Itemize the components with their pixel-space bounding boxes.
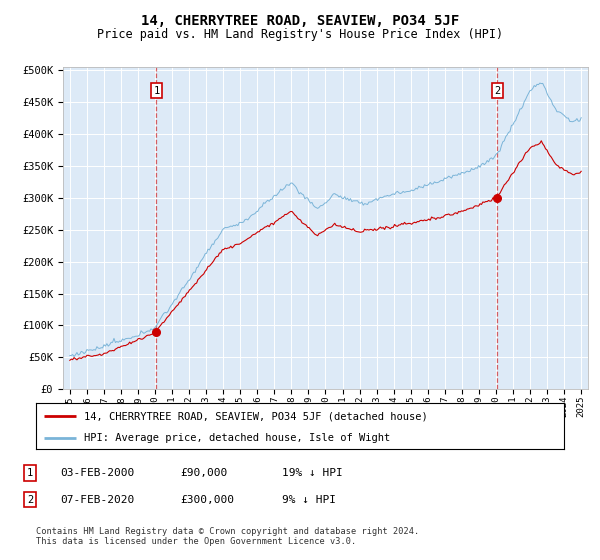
Text: 2: 2 <box>494 86 500 96</box>
Text: £90,000: £90,000 <box>180 468 227 478</box>
Text: £300,000: £300,000 <box>180 494 234 505</box>
Text: 14, CHERRYTREE ROAD, SEAVIEW, PO34 5JF: 14, CHERRYTREE ROAD, SEAVIEW, PO34 5JF <box>141 14 459 28</box>
Text: Price paid vs. HM Land Registry's House Price Index (HPI): Price paid vs. HM Land Registry's House … <box>97 27 503 41</box>
Text: 1: 1 <box>153 86 160 96</box>
Text: Contains HM Land Registry data © Crown copyright and database right 2024.
This d: Contains HM Land Registry data © Crown c… <box>36 527 419 546</box>
Text: 07-FEB-2020: 07-FEB-2020 <box>60 494 134 505</box>
Text: 2: 2 <box>27 494 33 505</box>
Text: 03-FEB-2000: 03-FEB-2000 <box>60 468 134 478</box>
Text: 1: 1 <box>27 468 33 478</box>
Text: 19% ↓ HPI: 19% ↓ HPI <box>282 468 343 478</box>
Text: 14, CHERRYTREE ROAD, SEAVIEW, PO34 5JF (detached house): 14, CHERRYTREE ROAD, SEAVIEW, PO34 5JF (… <box>83 411 427 421</box>
Text: 9% ↓ HPI: 9% ↓ HPI <box>282 494 336 505</box>
Text: HPI: Average price, detached house, Isle of Wight: HPI: Average price, detached house, Isle… <box>83 433 390 442</box>
